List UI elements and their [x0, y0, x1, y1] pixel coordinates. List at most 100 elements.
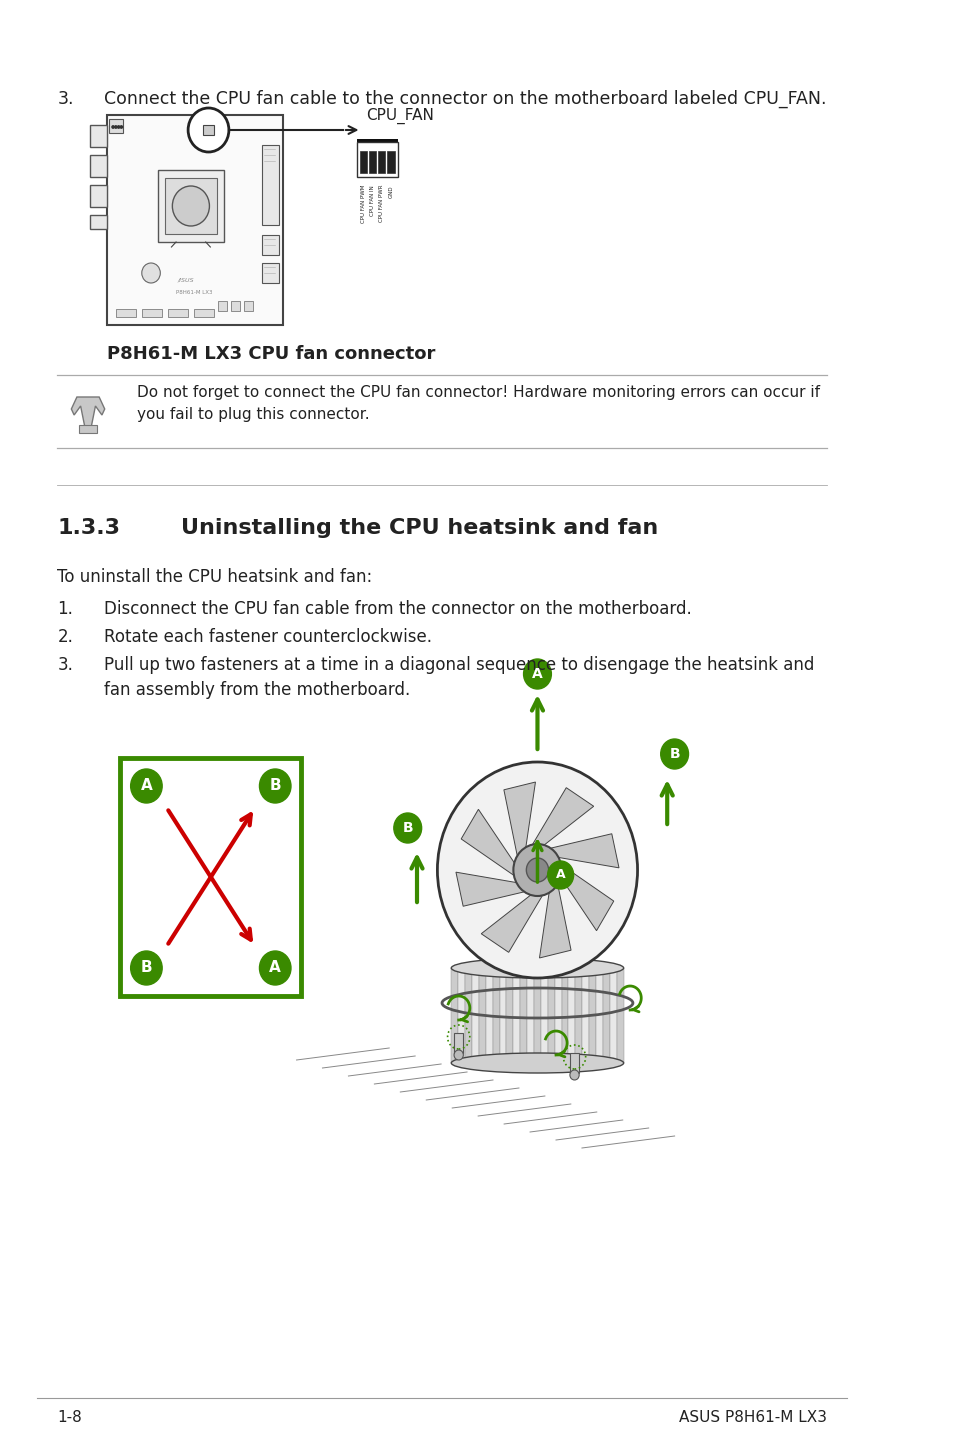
Bar [217, 301, 227, 311]
Bar [231, 301, 240, 311]
Text: B: B [269, 778, 281, 794]
Text: P8H61-M LX3 CPU fan connector: P8H61-M LX3 CPU fan connector [107, 345, 435, 362]
Circle shape [142, 263, 160, 283]
Bar [457, 968, 465, 1063]
Circle shape [112, 125, 114, 128]
Text: To uninstall the CPU heatsink and fan:: To uninstall the CPU heatsink and fan: [57, 568, 373, 587]
Bar [120, 758, 301, 997]
Circle shape [259, 769, 291, 802]
Text: A: A [269, 961, 281, 975]
Bar [356, 142, 398, 177]
Text: CPU_FAN: CPU_FAN [366, 108, 434, 124]
Polygon shape [559, 864, 613, 930]
Polygon shape [503, 782, 535, 857]
Text: 1-8: 1-8 [57, 1411, 82, 1425]
Bar [157, 170, 224, 242]
Circle shape [131, 951, 162, 985]
Bar [243, 301, 253, 311]
Circle shape [259, 951, 291, 985]
Circle shape [436, 762, 637, 978]
Ellipse shape [451, 958, 623, 978]
Bar [193, 309, 213, 316]
Circle shape [394, 812, 421, 843]
Bar [377, 151, 385, 173]
Circle shape [526, 858, 548, 881]
Bar [262, 263, 278, 283]
Text: Uninstalling the CPU heatsink and fan: Uninstalling the CPU heatsink and fan [180, 518, 658, 538]
Bar [262, 145, 278, 224]
Text: B: B [140, 961, 152, 975]
Circle shape [454, 1050, 463, 1060]
Bar [506, 968, 513, 1063]
Bar [602, 968, 609, 1063]
Polygon shape [460, 810, 515, 876]
Bar [203, 125, 213, 135]
Text: 1.: 1. [57, 600, 73, 618]
Circle shape [172, 186, 210, 226]
Circle shape [547, 861, 573, 889]
Bar [168, 309, 188, 316]
Text: 3.: 3. [57, 91, 74, 108]
Text: B: B [669, 746, 679, 761]
Bar [519, 968, 527, 1063]
Bar [359, 151, 367, 173]
Text: 2.: 2. [57, 628, 73, 646]
Bar [369, 151, 375, 173]
Circle shape [523, 659, 551, 689]
Bar [589, 968, 596, 1063]
Polygon shape [549, 834, 618, 869]
Text: ASUS P8H61-M LX3: ASUS P8H61-M LX3 [678, 1411, 825, 1425]
Text: Do not forget to connect the CPU fan connector! Hardware monitoring errors can o: Do not forget to connect the CPU fan con… [137, 385, 820, 423]
Bar [547, 968, 554, 1063]
Circle shape [131, 769, 162, 802]
Polygon shape [531, 788, 593, 846]
Bar [142, 309, 162, 316]
Text: GND: GND [388, 186, 394, 197]
Text: Pull up two fasteners at a time in a diagonal sequence to disengage the heatsink: Pull up two fasteners at a time in a dia… [104, 656, 813, 699]
Bar [492, 968, 499, 1063]
Text: A: A [556, 869, 565, 881]
Bar [499, 968, 506, 1063]
Bar [513, 968, 519, 1063]
Circle shape [660, 739, 688, 769]
Bar [451, 968, 457, 1063]
Text: 3.: 3. [57, 656, 73, 674]
Circle shape [117, 125, 119, 128]
Bar [454, 1032, 463, 1053]
Bar [472, 968, 478, 1063]
Bar [527, 968, 534, 1063]
Polygon shape [480, 894, 542, 952]
Text: B: B [402, 821, 413, 835]
Polygon shape [71, 397, 105, 429]
Text: Connect the CPU fan cable to the connector on the motherboard labeled CPU_FAN.: Connect the CPU fan cable to the connect… [104, 91, 825, 108]
Text: /ISUS: /ISUS [177, 278, 193, 282]
Bar [478, 968, 485, 1063]
Bar [465, 968, 472, 1063]
Bar [569, 1053, 578, 1073]
Bar [554, 968, 561, 1063]
Bar [561, 968, 568, 1063]
Bar [115, 309, 136, 316]
Circle shape [114, 125, 117, 128]
Bar [616, 968, 623, 1063]
Text: 1.3.3: 1.3.3 [57, 518, 120, 538]
Text: A: A [140, 778, 152, 794]
Text: Rotate each fastener counterclockwise.: Rotate each fastener counterclockwise. [104, 628, 432, 646]
Bar [485, 968, 492, 1063]
Bar [262, 234, 278, 255]
Bar [90, 125, 107, 147]
Circle shape [513, 844, 561, 896]
Text: CPU FAN PWM: CPU FAN PWM [360, 186, 365, 223]
Text: A: A [532, 667, 542, 682]
Bar [90, 155, 107, 177]
Bar [568, 968, 575, 1063]
Text: P8H61-M LX3: P8H61-M LX3 [176, 290, 213, 295]
Text: CPU FAN IN: CPU FAN IN [370, 186, 375, 216]
Bar [575, 968, 581, 1063]
Bar [387, 151, 395, 173]
Bar [79, 426, 97, 433]
Polygon shape [538, 883, 571, 958]
Bar [581, 968, 589, 1063]
Circle shape [188, 108, 229, 152]
Ellipse shape [451, 1053, 623, 1073]
